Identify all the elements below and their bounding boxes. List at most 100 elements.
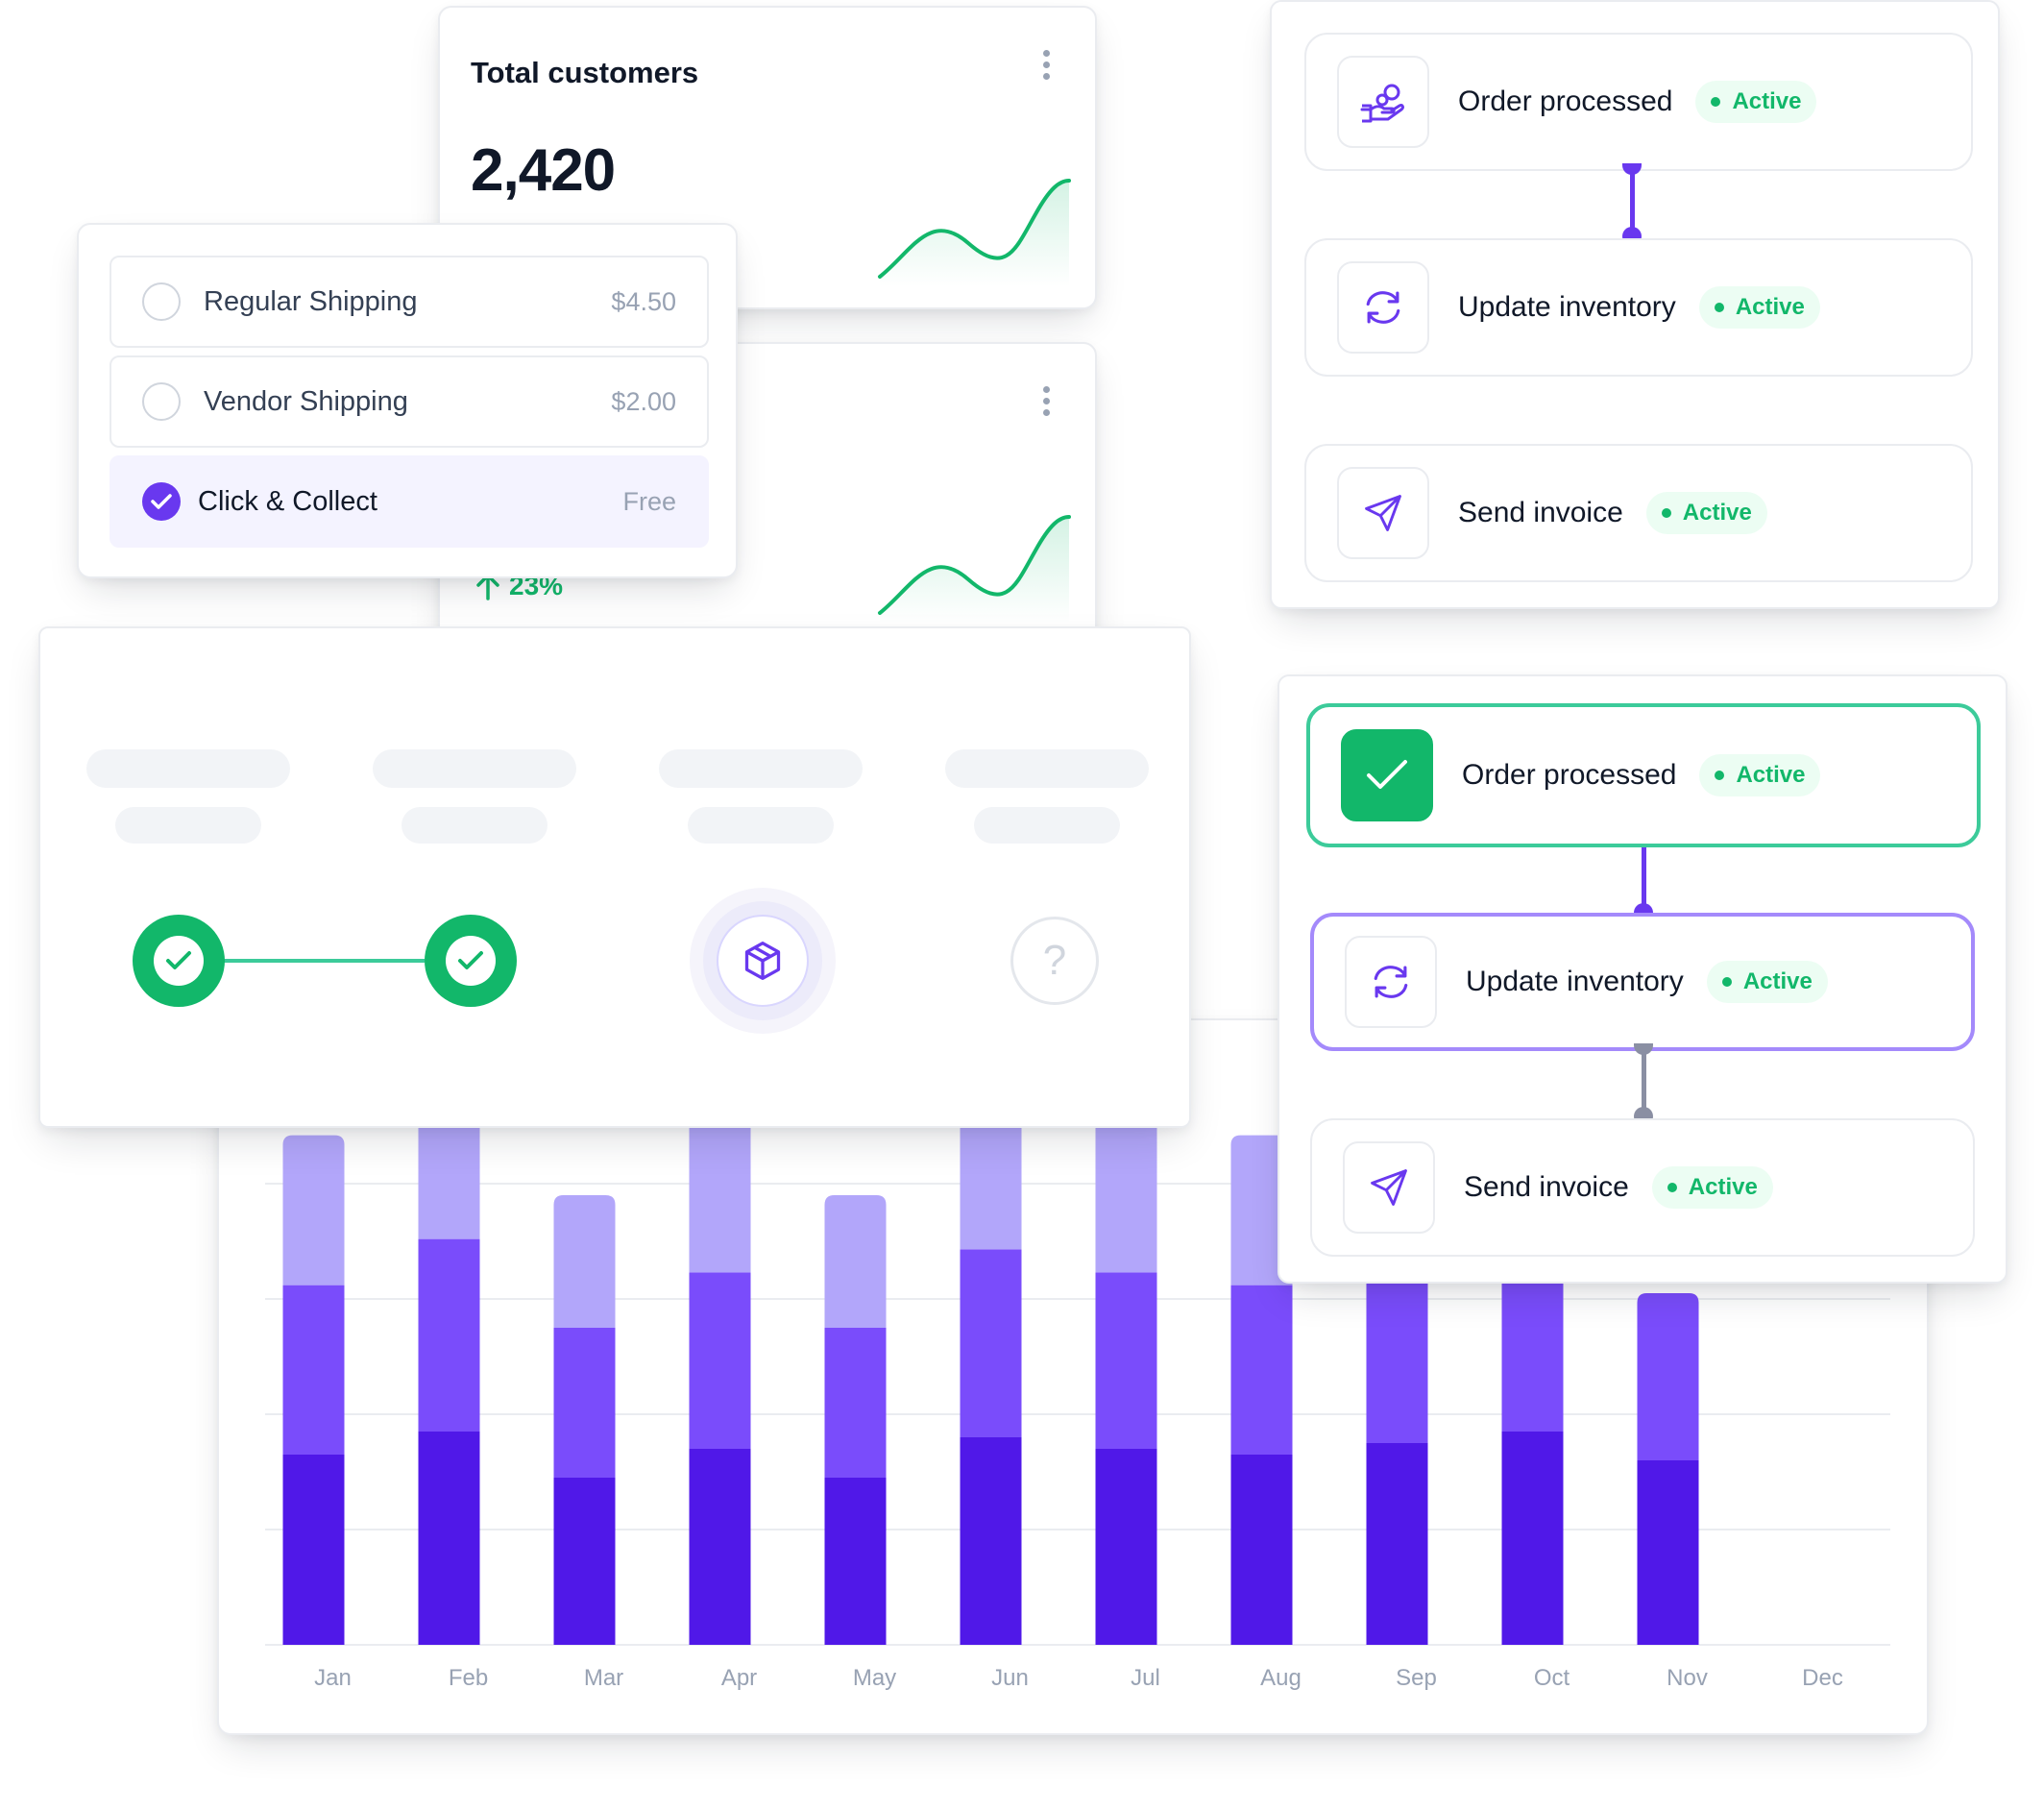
bar-segment-apr-2[interactable] — [689, 1111, 751, 1273]
x-axis-label: May — [853, 1665, 896, 1691]
step-complete[interactable] — [425, 915, 517, 1007]
workflow-step-send-invoice[interactable]: Send invoice Active — [1304, 444, 1973, 582]
bar-segment-jan-2[interactable] — [282, 1135, 345, 1286]
status-badge-text: Active — [1732, 88, 1802, 114]
shipping-option-label: Vendor Shipping — [204, 385, 408, 417]
bar-segment-aug-1[interactable] — [1230, 1285, 1293, 1455]
bar-segment-jul-2[interactable] — [1095, 1111, 1157, 1273]
workflow-step-update-inventory[interactable]: Update inventory Active — [1304, 238, 1973, 377]
x-axis-label: Jun — [991, 1665, 1029, 1691]
bar-segment-jun-0[interactable] — [960, 1437, 1022, 1645]
x-axis-label: Apr — [721, 1665, 757, 1691]
workflow-connector — [1642, 1051, 1646, 1118]
kebab-menu-icon[interactable] — [1043, 386, 1051, 417]
stat-title: Total customers — [471, 56, 699, 89]
question-mark-icon: ? — [1042, 937, 1067, 984]
sparkline — [878, 179, 1071, 286]
status-badge-text: Active — [1688, 1174, 1758, 1200]
sparkline — [878, 515, 1071, 623]
step-current[interactable] — [690, 888, 836, 1034]
connector-dot — [1634, 1043, 1653, 1055]
workflow-step-label: Update inventory — [1458, 291, 1676, 323]
workflow-card: Order processed Active Update inventory … — [1270, 0, 2000, 609]
radio-unchecked-icon[interactable] — [142, 382, 181, 421]
skeleton-placeholder — [86, 749, 290, 788]
status-badge-text: Active — [1735, 294, 1805, 320]
workflow-connector — [1642, 847, 1646, 915]
bar-segment-feb-1[interactable] — [418, 1238, 480, 1432]
step-complete[interactable] — [133, 915, 225, 1007]
shipping-option-price: Free — [622, 486, 676, 516]
workflow-step-label: Order processed — [1462, 759, 1677, 791]
bar-segment-apr-1[interactable] — [689, 1272, 751, 1449]
bar-segment-apr-0[interactable] — [689, 1449, 751, 1645]
bar-segment-nov-1[interactable] — [1637, 1293, 1699, 1460]
x-axis-label: Aug — [1260, 1665, 1302, 1691]
stacked-bar-chart: Jan Feb Mar Apr May Jun Jul Aug Sep Oct Nov Dec — [265, 1089, 1890, 1691]
radio-unchecked-icon[interactable] — [142, 282, 181, 321]
skeleton-placeholder — [688, 807, 834, 844]
bar-segment-nov-0[interactable] — [1637, 1460, 1699, 1645]
bar-segment-sep-1[interactable] — [1366, 1261, 1428, 1443]
bar-segment-jan-1[interactable] — [282, 1285, 345, 1455]
bar-segment-aug-0[interactable] — [1230, 1455, 1293, 1645]
shipping-option-price: $4.50 — [611, 286, 676, 316]
status-badge: Active — [1651, 1166, 1773, 1209]
check-icon — [1341, 729, 1433, 821]
workflow-step-order-processed[interactable]: Order processed Active — [1306, 703, 1981, 847]
kebab-menu-icon[interactable] — [1043, 50, 1051, 81]
workflow-step-label: Send invoice — [1464, 1171, 1629, 1203]
radio-checked-icon[interactable] — [142, 482, 181, 521]
x-axis-label: Nov — [1667, 1665, 1708, 1691]
workflow-connector — [1630, 171, 1635, 238]
workflow-step-send-invoice[interactable]: Send invoice Active — [1310, 1118, 1975, 1257]
bar-segment-may-2[interactable] — [824, 1195, 887, 1328]
skeleton-placeholder — [402, 807, 548, 844]
shipping-option-click-collect[interactable]: Click & Collect Free — [110, 455, 709, 548]
bar-segment-oct-1[interactable] — [1501, 1238, 1564, 1432]
bar-segment-jun-1[interactable] — [960, 1249, 1022, 1437]
x-axis-label: Jul — [1131, 1665, 1160, 1691]
bar-segment-jun-2[interactable] — [960, 1099, 1022, 1250]
bar-segment-oct-0[interactable] — [1501, 1432, 1564, 1645]
status-badge: Active — [1698, 286, 1820, 329]
bar-segment-jul-0[interactable] — [1095, 1449, 1157, 1645]
status-badge-text: Active — [1736, 762, 1806, 788]
bar-segment-aug-2[interactable] — [1230, 1135, 1293, 1286]
hand-coins-icon — [1337, 56, 1429, 148]
x-axis-label: Jan — [314, 1665, 352, 1691]
skeleton-placeholder — [974, 807, 1120, 844]
bar-segment-sep-0[interactable] — [1366, 1443, 1428, 1645]
check-icon — [458, 951, 483, 969]
package-icon — [744, 942, 781, 980]
connector-dot — [1622, 163, 1642, 175]
bar-segment-may-0[interactable] — [824, 1478, 887, 1645]
stat-value: 2,420 — [471, 137, 616, 204]
status-badge: Active — [1699, 754, 1821, 796]
shipping-option-label: Regular Shipping — [204, 285, 418, 317]
workflow-step-order-processed[interactable]: Order processed Active — [1304, 33, 1973, 171]
shipping-options-card: Regular Shipping $4.50 Vendor Shipping $… — [77, 223, 738, 578]
workflow-step-update-inventory[interactable]: Update inventory Active — [1310, 913, 1975, 1051]
skeleton-placeholder — [659, 749, 863, 788]
status-badge: Active — [1706, 961, 1828, 1003]
shipping-option-label: Click & Collect — [198, 485, 377, 517]
bar-segment-mar-2[interactable] — [553, 1195, 616, 1328]
step-pending[interactable]: ? — [1010, 917, 1099, 1005]
status-badge: Active — [1645, 492, 1767, 534]
shipping-option-regular[interactable]: Regular Shipping $4.50 — [110, 256, 709, 348]
skeleton-placeholder — [115, 807, 261, 844]
bar-segment-jul-1[interactable] — [1095, 1272, 1157, 1449]
x-axis-label: Oct — [1534, 1665, 1570, 1691]
bar-segment-feb-0[interactable] — [418, 1432, 480, 1645]
bar-segment-jan-0[interactable] — [282, 1455, 345, 1645]
bar-segment-may-1[interactable] — [824, 1328, 887, 1478]
status-badge: Active — [1695, 81, 1817, 123]
status-badge-text: Active — [1682, 500, 1752, 526]
send-icon — [1337, 467, 1429, 559]
workflow-step-label: Send invoice — [1458, 497, 1623, 528]
status-badge-text: Active — [1742, 968, 1813, 994]
bar-segment-mar-1[interactable] — [553, 1328, 616, 1478]
bar-segment-mar-0[interactable] — [553, 1478, 616, 1645]
shipping-option-vendor[interactable]: Vendor Shipping $2.00 — [110, 355, 709, 448]
